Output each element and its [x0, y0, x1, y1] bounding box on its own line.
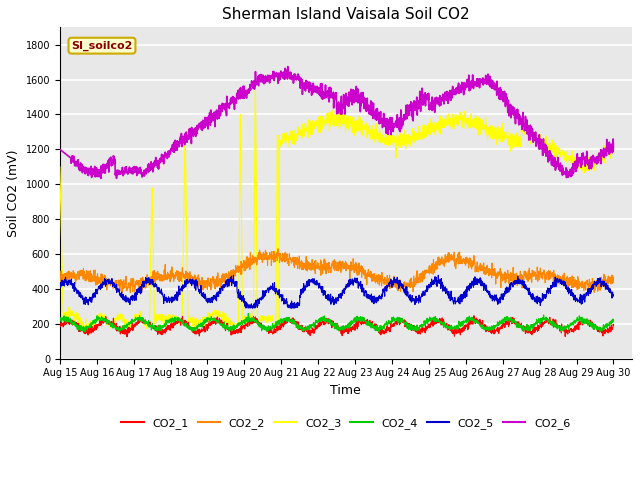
Legend: CO2_1, CO2_2, CO2_3, CO2_4, CO2_5, CO2_6: CO2_1, CO2_2, CO2_3, CO2_4, CO2_5, CO2_6: [117, 414, 575, 434]
Text: SI_soilco2: SI_soilco2: [71, 40, 132, 51]
Y-axis label: Soil CO2 (mV): Soil CO2 (mV): [7, 149, 20, 237]
X-axis label: Time: Time: [330, 384, 361, 397]
Title: Sherman Island Vaisala Soil CO2: Sherman Island Vaisala Soil CO2: [222, 7, 470, 22]
